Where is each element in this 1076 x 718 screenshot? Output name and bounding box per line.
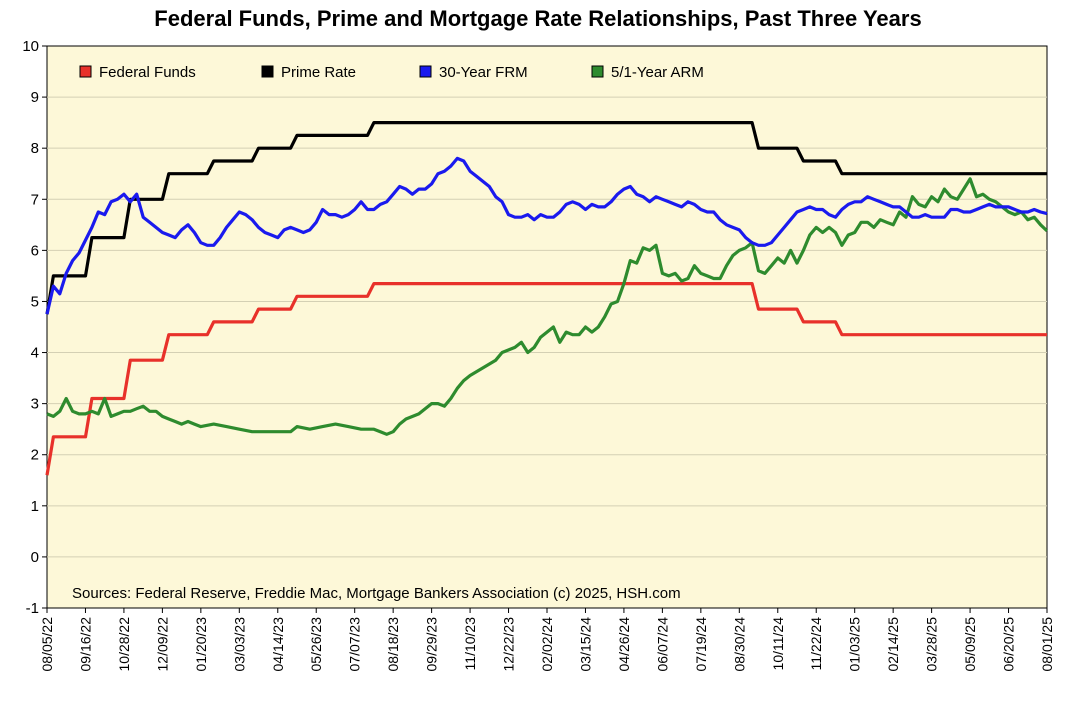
y-tick-label: 8: [31, 140, 39, 157]
x-tick-label: 04/26/24: [616, 617, 632, 672]
x-tick-label: 03/15/24: [577, 617, 593, 672]
plot-area: [46, 45, 1048, 609]
x-tick-label: 10/11/24: [770, 617, 786, 671]
x-tick-label: 03/03/23: [231, 617, 247, 672]
x-tick-label: 09/29/23: [424, 617, 440, 672]
legend-swatch: [261, 65, 274, 78]
x-tick-label: 03/28/25: [924, 617, 940, 672]
chart-title: Federal Funds, Prime and Mortgage Rate R…: [154, 6, 922, 31]
x-tick-label: 06/20/25: [1001, 617, 1017, 672]
y-tick-label: 1: [31, 498, 39, 515]
y-tick-label: 0: [31, 549, 39, 566]
legend-label: 5/1-Year ARM: [611, 64, 704, 81]
y-tick-label: 2: [31, 447, 39, 464]
x-tick-label: 06/07/24: [654, 617, 670, 672]
x-tick-label: 08/30/24: [731, 617, 747, 672]
y-tick-label: 6: [31, 242, 39, 259]
y-tick-label: 7: [31, 191, 39, 208]
x-tick-label: 02/14/25: [885, 617, 901, 672]
x-tick-label: 08/18/23: [385, 617, 401, 672]
legend-swatch: [591, 65, 604, 78]
x-tick-label: 05/26/23: [308, 617, 324, 672]
x-tick-label: 01/20/23: [193, 617, 209, 672]
series-line-federal-funds: [45, 282, 1047, 476]
legend-swatch: [419, 65, 432, 78]
x-tick-label: 11/22/24: [808, 617, 824, 671]
x-tick-label: 07/07/23: [347, 617, 363, 672]
y-tick-label: 4: [31, 345, 39, 362]
x-tick-label: 08/01/25: [1039, 617, 1055, 672]
series-line-prime-rate: [45, 120, 1047, 315]
y-tick-label: 10: [22, 38, 39, 55]
legend-swatch: [79, 65, 92, 78]
x-tick-label: 02/02/24: [539, 617, 555, 672]
legend-label: 30-Year FRM: [439, 64, 528, 81]
legend-label: Prime Rate: [281, 64, 356, 81]
x-tick-label: 10/28/22: [116, 617, 132, 672]
x-tick-label: 08/05/22: [39, 617, 55, 672]
x-tick-label: 09/16/22: [77, 617, 93, 672]
legend-label: Federal Funds: [99, 64, 196, 81]
x-tick-label: 04/14/23: [270, 617, 286, 672]
y-tick-label: 9: [31, 89, 39, 106]
x-tick-label: 07/19/24: [693, 617, 709, 672]
x-tick-label: 12/09/22: [154, 617, 170, 672]
x-tick-label: 12/22/23: [501, 617, 517, 672]
y-tick-label: 3: [31, 396, 39, 413]
source-note: Sources: Federal Reserve, Freddie Mac, M…: [72, 585, 681, 602]
series-line-5-1-year-arm: [46, 177, 1049, 436]
y-tick-label: -1: [26, 600, 39, 617]
series-line-30-year-frm: [45, 156, 1048, 315]
x-tick-label: 11/10/23: [462, 617, 478, 671]
y-tick-label: 5: [31, 293, 39, 310]
x-tick-label: 01/03/25: [847, 617, 863, 672]
x-tick-label: 05/09/25: [962, 617, 978, 672]
